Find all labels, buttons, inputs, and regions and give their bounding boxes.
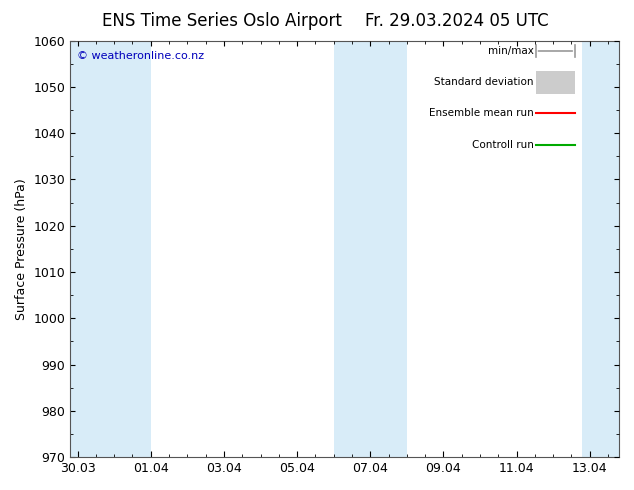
Text: Fr. 29.03.2024 05 UTC: Fr. 29.03.2024 05 UTC [365, 12, 548, 30]
Y-axis label: Surface Pressure (hPa): Surface Pressure (hPa) [15, 178, 28, 320]
Text: ENS Time Series Oslo Airport: ENS Time Series Oslo Airport [102, 12, 342, 30]
Bar [583, 41, 619, 457]
Text: Ensemble mean run: Ensemble mean run [429, 108, 534, 119]
Bar [536, 71, 575, 94]
Bar [70, 41, 114, 457]
Text: Controll run: Controll run [472, 140, 534, 150]
Bar [333, 41, 370, 457]
Bar [114, 41, 151, 457]
Text: min/max: min/max [488, 46, 534, 56]
Bar [370, 41, 407, 457]
Text: Standard deviation: Standard deviation [434, 77, 534, 87]
Text: © weatheronline.co.nz: © weatheronline.co.nz [77, 51, 204, 61]
